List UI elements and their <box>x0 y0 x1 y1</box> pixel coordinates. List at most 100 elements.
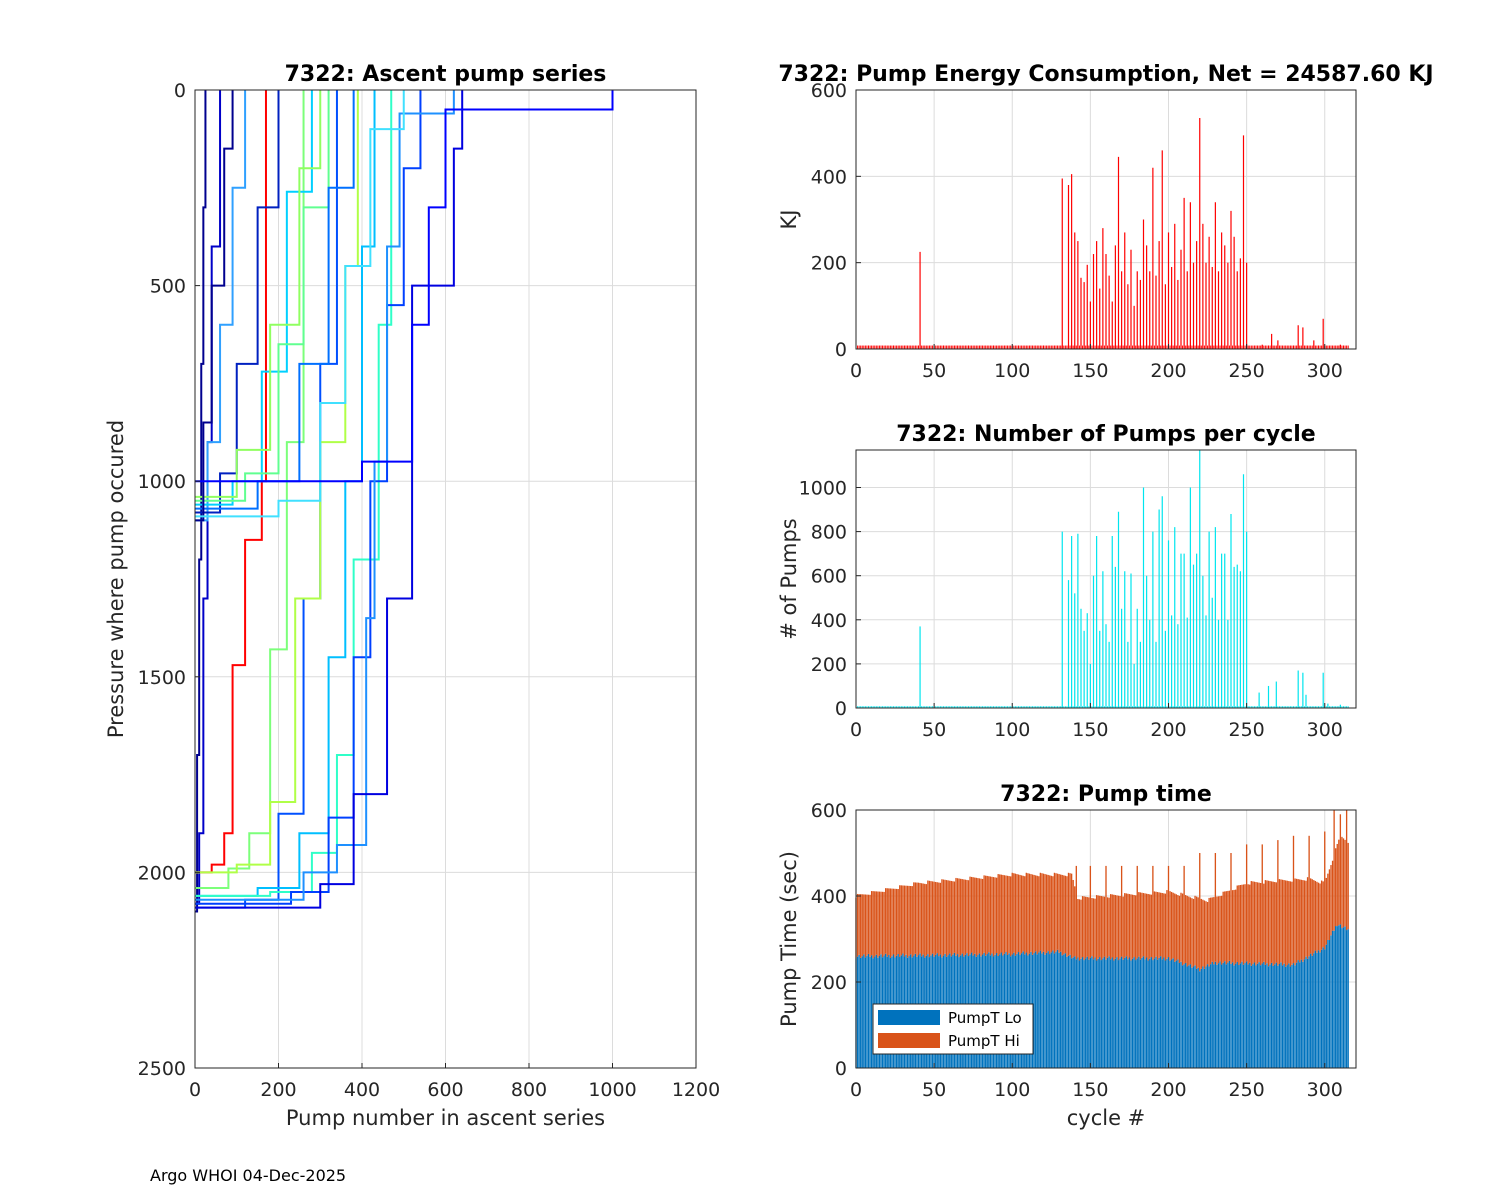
energy-xtick-label: 0 <box>850 360 862 382</box>
ascent-xtick-label: 1000 <box>588 1079 636 1101</box>
pumptime-lo-bar <box>858 954 860 1068</box>
pumptime-hi-bar <box>1086 897 1088 957</box>
pumptime-lo-bar <box>1286 965 1288 1068</box>
pumptime-hi-bar <box>1047 874 1049 952</box>
pumptime-hi-bar <box>1203 900 1206 969</box>
pumptime-hi-bar <box>1220 895 1223 965</box>
pumptime-lo-bar <box>1260 965 1262 1068</box>
pumptime-lo-bar <box>1041 953 1043 1068</box>
pumptime-hi-bar <box>1175 894 1177 961</box>
pumptime-lo-bar <box>1105 959 1107 1068</box>
pumptime-hi-bar <box>997 874 999 957</box>
pumptime-hi-bar <box>1006 875 1009 955</box>
pumptime-hi-bar <box>880 891 882 955</box>
pumptime-hi-bar <box>1141 892 1143 958</box>
pumptime-hi-bar <box>977 878 979 956</box>
pumptime-hi-bar <box>910 886 912 955</box>
ascent-series-line <box>195 90 234 522</box>
pumptime-lo-bar <box>1180 961 1182 1068</box>
pumptime-lo-bar <box>1225 964 1227 1068</box>
pumptime-lo-bar <box>1341 928 1343 1068</box>
pumptime-hi-bar <box>1338 839 1340 926</box>
energy-axes-box <box>855 89 1357 350</box>
pumptime-lo-bar <box>1213 964 1215 1068</box>
pumptime-lo-bar <box>1200 968 1202 1068</box>
pumptime-lo-bar <box>1138 956 1140 1068</box>
pumptime-hi-bar <box>1120 865 1123 957</box>
ascent-ytick-label: 2000 <box>138 862 186 884</box>
pumptime-hi-bar <box>1058 874 1060 953</box>
pumptime-hi-bar <box>1092 898 1095 960</box>
pumptime-hi-bar <box>1317 882 1320 951</box>
pumptime-hi-bar <box>956 878 959 955</box>
pumptime-hi-bar <box>933 881 935 957</box>
pumptime-hi-bar <box>872 891 874 959</box>
pumptime-hi-bar <box>911 886 913 958</box>
pumptime-hi-bar <box>1328 869 1331 941</box>
pumptime-lo-bar <box>1336 926 1338 1068</box>
pumptime-hi-bar <box>885 888 887 954</box>
footer-credit: Argo WHOI 04-Dec-2025 <box>150 1166 347 1185</box>
pumptime-hi-bar <box>1149 894 1151 959</box>
pumptime-hi-bar <box>883 891 885 956</box>
pumptime-lo-bar <box>1125 956 1127 1068</box>
pumptime-hi-bar <box>1344 839 1346 927</box>
pumptime-hi-bar <box>981 878 984 955</box>
pumptime-hi-bar <box>1049 875 1051 955</box>
pumptime-lo-bar <box>1181 965 1184 1068</box>
pumptime-lo-bar <box>1042 951 1045 1068</box>
pumptime-hi-bar <box>1095 895 1098 961</box>
pumptime-hi-bar <box>902 885 904 954</box>
energy-ylabel: KJ <box>777 210 801 230</box>
pumptime-hi-bar <box>1211 897 1213 962</box>
pumptime-hi-bar <box>1045 874 1048 953</box>
pumptime-hi-bar <box>1297 879 1299 961</box>
pumptime-lo-bar <box>1328 940 1331 1068</box>
pumptime-hi-bar <box>935 881 937 955</box>
pumptime-lo-bar <box>1091 956 1093 1068</box>
pumptime-hi-bar <box>930 881 932 956</box>
pumptime-lo-bar <box>1230 963 1232 1068</box>
pumptime-hi-bar <box>1016 874 1018 954</box>
pumptime-hi-bar <box>1225 891 1227 965</box>
pumptime-hi-bar <box>1067 872 1070 956</box>
pumptime-ytick-label: 400 <box>811 886 847 908</box>
pumptime-hi-bar <box>1133 895 1135 958</box>
pumptime-lo-bar <box>1113 960 1115 1068</box>
pumptime-lo-bar <box>1183 964 1185 1068</box>
pumptime-hi-bar <box>1033 874 1035 954</box>
pumptime-hi-bar <box>1303 880 1306 960</box>
pumptime-lo-bar <box>1267 966 1270 1068</box>
pumptime-hi-bar <box>995 877 998 954</box>
pumptime-lo-bar <box>1035 951 1037 1068</box>
pumptime-hi-bar <box>1105 865 1107 960</box>
pumptime-lo-bar <box>1310 953 1312 1068</box>
energy-xtick-label: 100 <box>994 360 1030 382</box>
pumptime-hi-bar <box>1158 892 1160 958</box>
pumptime-lo-bar <box>1333 930 1335 1068</box>
pumptime-lo-bar <box>1127 959 1129 1068</box>
pumptime-hi-bar <box>1097 895 1099 959</box>
pumptime-hi-bar <box>1103 896 1106 957</box>
pumptime-hi-bar <box>974 877 976 954</box>
pumptime-lo-bar <box>1144 959 1146 1068</box>
pumptime-hi-bar <box>1083 896 1085 961</box>
pumptime-hi-bar <box>1294 878 1296 966</box>
pumptime-xtick-label: 300 <box>1307 1079 1343 1101</box>
pumptime-lo-bar <box>1252 964 1254 1068</box>
pumptime-hi-bar <box>983 875 985 953</box>
ascent-xtick-label: 200 <box>260 1079 296 1101</box>
pumptime-ytick-label: 200 <box>811 972 847 994</box>
pumptime-lo-bar <box>1281 965 1284 1068</box>
pumptime-hi-bar <box>1322 881 1324 948</box>
pumptime-lo-bar <box>1152 960 1154 1068</box>
pumptime-hi-bar <box>1230 853 1232 964</box>
pumptime-hi-bar <box>881 891 884 958</box>
pumptime-hi-bar <box>1335 848 1337 927</box>
pumptime-lo-bar <box>1256 963 1259 1068</box>
pumptime-hi-bar <box>1295 878 1298 963</box>
ascent-xtick-label: 800 <box>511 1079 547 1101</box>
pumptime-lo-bar <box>1139 959 1142 1068</box>
pumptime-hi-bar <box>1081 896 1084 958</box>
pumptime-hi-bar <box>1180 892 1182 962</box>
